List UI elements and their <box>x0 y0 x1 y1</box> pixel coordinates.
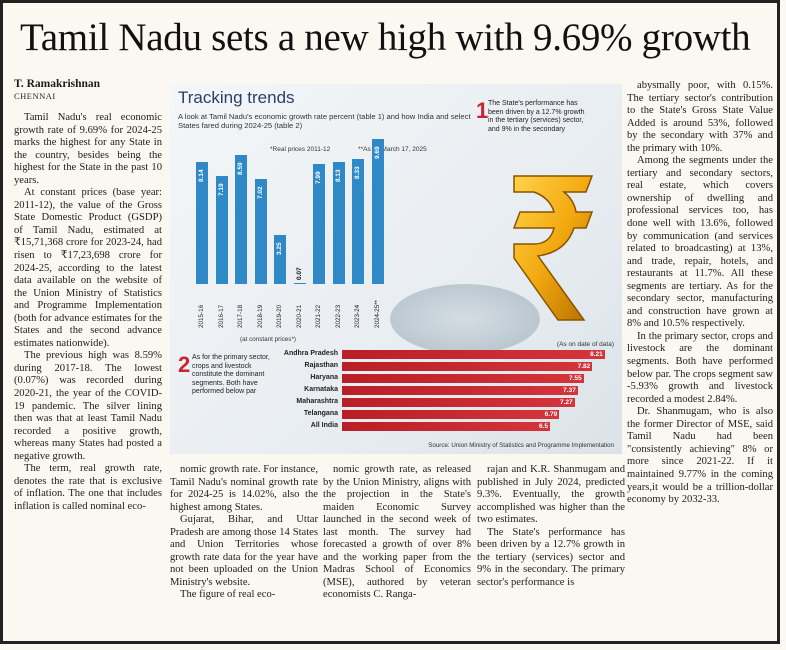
hbar-rajasthan <box>342 362 593 371</box>
hbar-karnataka <box>342 386 578 395</box>
x-tick-label: 2017-18 <box>237 304 244 328</box>
bar-2022-23 <box>332 162 345 284</box>
bar-2016-17 <box>215 176 228 284</box>
paragraph: abysmally poor, with 0.15%. The tertiary… <box>627 80 773 154</box>
paragraph: The previous high was 8.59% during 2017-… <box>14 350 162 462</box>
hbar-telangana <box>342 410 560 419</box>
infographic: Tracking trends A look at Tamil Nadu's e… <box>170 84 622 454</box>
x-tick-label: 2020-21 <box>295 304 303 328</box>
callout-text: As for the primary sector, crops and liv… <box>192 354 270 396</box>
x-tick-label: 2021-22 <box>315 304 322 328</box>
bar-2023-24 <box>352 159 364 284</box>
bar-value-label: 9.69 <box>373 145 381 159</box>
bar-value-label: 8.59 <box>237 162 244 176</box>
bar-2021-22 <box>313 164 325 284</box>
state-label: Karnataka <box>304 386 338 393</box>
hbar-all-india <box>342 422 550 431</box>
paragraph: nomic growth rate. For instance, Tamil N… <box>170 464 318 513</box>
paragraph: Dr. Shanmugam, who is also the former Di… <box>627 406 773 506</box>
state-label: Rajasthan <box>304 362 338 369</box>
x-tick-label: 2018-19 <box>256 304 264 328</box>
bar-2015-16 <box>196 161 208 284</box>
callout-number: 1 <box>476 98 489 123</box>
bar-2020-21 <box>293 282 306 284</box>
x-tick-label: 2024-25** <box>373 299 381 328</box>
state-label: All India <box>310 422 338 429</box>
bar-value-label: 8.33 <box>354 166 361 180</box>
paragraph: The term, real growth rate, denotes the … <box>14 463 162 512</box>
callout-text: The State's performance has been driven … <box>488 100 585 133</box>
state-label: Maharashtra <box>296 398 338 405</box>
callout-1: 1 The State's performance has been drive… <box>476 100 588 134</box>
x-tick-label: 2016-17 <box>217 304 225 328</box>
x-tick-label: 2023-24 <box>354 304 361 328</box>
article-column-3: nomic growth rate, as released by the Un… <box>323 464 471 602</box>
hbar-value-label: 8.21 <box>590 351 603 358</box>
hbar-haryana <box>342 374 584 383</box>
graphic-subtitle: A look at Tamil Nadu's economic growth r… <box>178 112 471 130</box>
bar-2017-18 <box>235 155 247 284</box>
hbar-value-label: 7.55 <box>568 375 582 382</box>
bar-2024-25** <box>371 138 384 284</box>
bar-value-label: 8.13 <box>334 169 342 183</box>
graphic-title: Tracking trends <box>178 88 295 107</box>
bar-2018-19 <box>254 178 267 284</box>
callout-2: 2 As for the primary sector, crops and l… <box>178 354 270 397</box>
x-tick-label: 2019-20 <box>276 304 283 328</box>
paragraph: Tamil Nadu's real economic growth rate o… <box>14 112 162 186</box>
bar-value-label: 8.14 <box>198 169 205 182</box>
chart1-caption: (at constant prices*) <box>240 336 296 343</box>
callout-number: 2 <box>178 352 191 377</box>
headline: Tamil Nadu sets a new high with 9.69% gr… <box>20 16 751 59</box>
bar-value-label: 7.19 <box>217 183 225 197</box>
hbar-value-label: 6.79 <box>544 411 558 418</box>
rupee-icon <box>512 175 594 321</box>
coin-stack-decoration <box>390 284 540 354</box>
article-column-1: Tamil Nadu's real economic growth rate o… <box>14 112 162 514</box>
chart2-title: (As on date of data) <box>556 341 614 348</box>
state-label: Haryana <box>310 374 338 381</box>
byline: T. Ramakrishnan <box>14 78 101 90</box>
bar-value-label: 0.07 <box>295 267 303 280</box>
graphic-notes: *Real prices 2011-12 **As on March 17, 2… <box>270 146 510 153</box>
state-label: Andhra Pradesh <box>283 350 338 357</box>
hbar-andhra-pradesh <box>342 350 605 359</box>
x-tick-label: 2015-16 <box>198 304 205 328</box>
hbar-maharashtra <box>342 398 575 407</box>
paragraph: In the primary sector, crops and livesto… <box>627 330 773 405</box>
x-tick-label: 2022-23 <box>334 304 342 328</box>
paragraph: nomic growth rate, as released by the Un… <box>323 464 471 601</box>
dateline-city: CHENNAI <box>14 91 56 101</box>
bar-value-label: 7.99 <box>315 171 322 185</box>
hbar-value-label: 7.27 <box>559 399 573 406</box>
article-column-2: nomic growth rate. For instance, Tamil N… <box>170 464 318 602</box>
hbar-value-label: 7.82 <box>577 363 591 370</box>
article-column-4: rajan and K.R. Shanmugam and published i… <box>477 464 625 589</box>
paragraph: At constant prices (base year: 2011-12),… <box>14 187 162 349</box>
paragraph: Among the segments under the tertiary an… <box>627 155 773 330</box>
source-note: Source: Union Ministry of Statistics and… <box>428 442 614 449</box>
bar-2019-20 <box>274 235 286 284</box>
paragraph: The figure of real eco- <box>180 589 276 601</box>
state-label: Telangana <box>303 410 338 417</box>
note-real-prices: *Real prices 2011-12 <box>270 146 331 153</box>
note-date: **As on March 17, 2025 <box>358 146 427 153</box>
bar-value-label: 7.02 <box>256 186 264 199</box>
paragraph: Gujarat, Bihar, and Uttar Pradesh are am… <box>170 514 318 588</box>
bar-value-label: 3.25 <box>276 242 283 256</box>
hbar-value-label: 6.5 <box>538 423 548 430</box>
paragraph: The State's performance has been driven … <box>477 526 625 588</box>
hbar-value-label: 7.37 <box>563 387 576 394</box>
paragraph: rajan and K.R. Shanmugam and published i… <box>477 464 625 526</box>
article-column-5: abysmally poor, with 0.15%. The tertiary… <box>627 80 773 507</box>
